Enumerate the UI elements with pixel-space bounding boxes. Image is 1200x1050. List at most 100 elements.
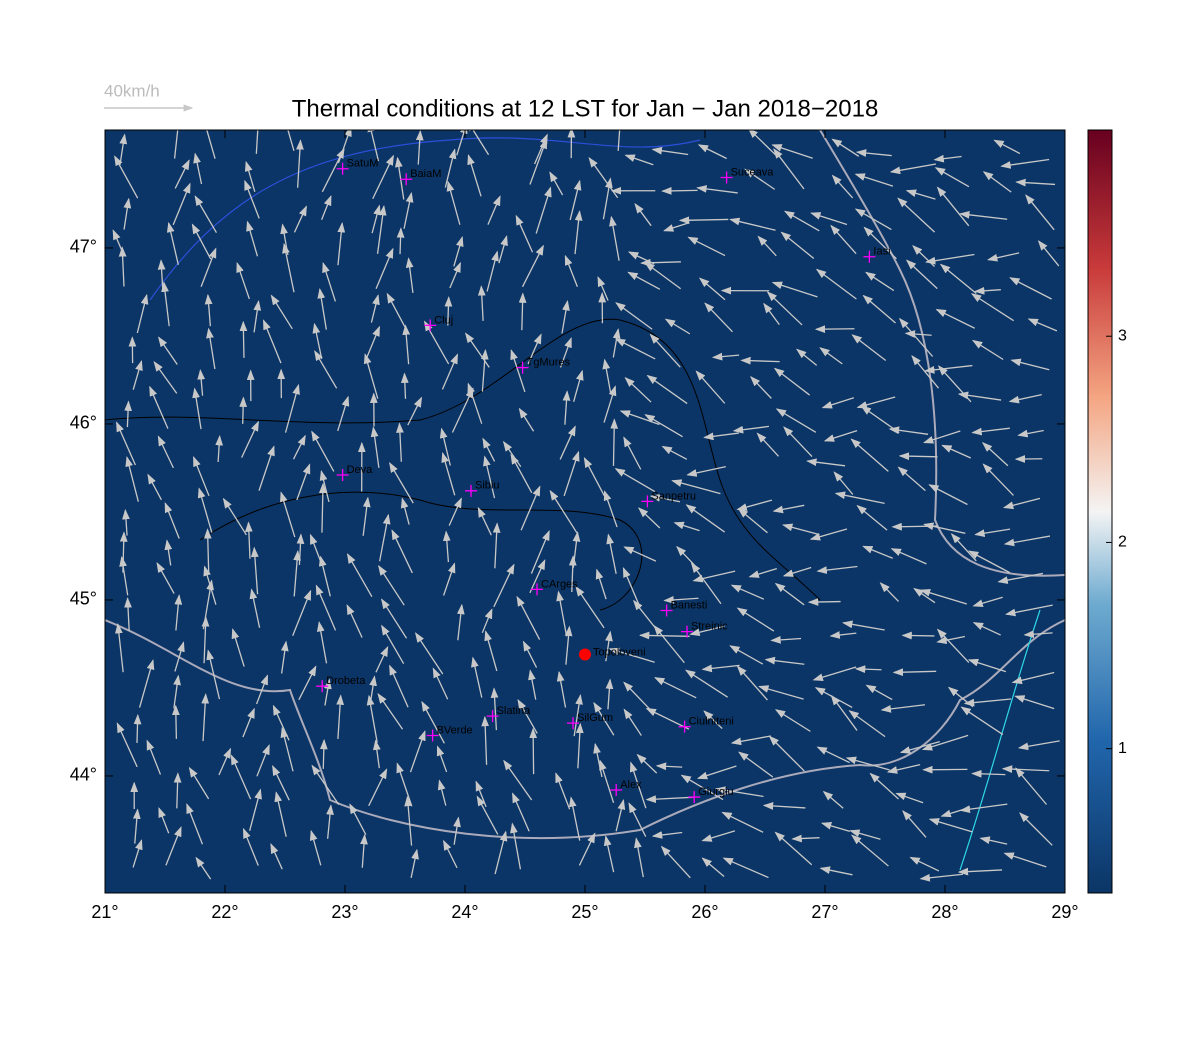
y-tick-label: 47° [70, 237, 97, 257]
wind-arrow [442, 562, 456, 596]
wind-arrow [972, 339, 1004, 361]
wind-arrow [516, 595, 541, 640]
wind-arrow [981, 442, 1009, 467]
wind-arrow [132, 808, 141, 844]
wind-arrow [806, 458, 846, 467]
wind-arrow [919, 588, 968, 605]
wind-arrow [595, 568, 607, 600]
wind-scale-label: 40km/h [104, 81, 160, 100]
wind-arrow [242, 707, 255, 738]
wind-arrow [638, 631, 690, 640]
wind-arrow [492, 522, 501, 569]
wind-arrow [1025, 194, 1055, 231]
wind-arrow [888, 426, 929, 435]
station-marker [316, 680, 329, 693]
wind-arrow [661, 186, 698, 195]
wind-arrow [246, 220, 259, 257]
wind-arrow [564, 625, 573, 665]
wind-arrow [1017, 740, 1060, 751]
wind-arrow [774, 582, 805, 606]
wind-arrow [441, 353, 459, 390]
wind-arrow [493, 563, 515, 608]
wind-arrow [114, 155, 139, 199]
wind-arrow [287, 130, 295, 152]
wind-arrow [780, 231, 815, 260]
wind-arrow [400, 372, 409, 399]
wind-arrow [132, 359, 143, 390]
wind-arrow [315, 584, 337, 631]
wind-arrow [195, 856, 212, 880]
wind-arrow [979, 836, 1008, 845]
wind-arrow [1023, 630, 1053, 639]
wind-arrow [482, 437, 496, 462]
wind-arrow [206, 649, 221, 700]
wind-arrow [729, 217, 776, 231]
wind-arrow [578, 832, 596, 866]
station-label: CArges [541, 578, 578, 590]
wind-arrow [957, 391, 1002, 401]
wind-arrow [481, 608, 493, 634]
wind-arrow [494, 830, 508, 875]
wind-arrow [149, 385, 169, 429]
contour [105, 318, 821, 601]
wind-arrow [156, 562, 175, 594]
wind-arrow [244, 521, 253, 559]
wind-arrow [646, 374, 688, 405]
wind-arrow [381, 624, 405, 665]
wind-arrow [564, 254, 578, 287]
wind-arrow [982, 171, 1012, 193]
wind-arrow [603, 835, 615, 873]
wind-arrow [136, 293, 149, 334]
wind-arrow [796, 348, 818, 366]
wind-arrow [402, 324, 411, 365]
wind-arrow [171, 704, 180, 739]
wind-arrow [704, 302, 733, 333]
wind-arrow [371, 204, 381, 234]
wind-arrow [133, 713, 142, 743]
wind-arrow [255, 130, 259, 154]
wind-arrow [262, 319, 282, 364]
wind-arrow [924, 364, 973, 374]
wind-arrow [819, 866, 853, 876]
wind-arrow [615, 302, 653, 330]
wind-arrow [821, 397, 855, 409]
wind-arrow [934, 167, 970, 188]
wind-arrow [323, 678, 332, 706]
wind-arrow [923, 430, 961, 444]
wind-arrow [360, 833, 368, 868]
wind-arrow [471, 656, 483, 698]
x-tick-label: 27° [811, 902, 838, 922]
wind-arrow [757, 235, 777, 257]
wind-arrow [118, 246, 127, 287]
wind-arrow [158, 806, 170, 834]
wind-arrow [527, 333, 542, 365]
wind-arrow [771, 281, 818, 298]
wind-arrow [115, 623, 124, 673]
wind-arrow [255, 674, 269, 705]
wind-arrow [453, 236, 464, 267]
wind-arrow [116, 722, 138, 768]
wind-arrow [409, 730, 426, 773]
station-label: SilGum [577, 712, 613, 724]
wind-arrow [928, 484, 968, 506]
wind-arrow [164, 539, 173, 566]
wind-arrow [336, 694, 345, 739]
wind-arrow [923, 522, 966, 534]
wind-arrow [522, 640, 538, 668]
station-marker [610, 784, 623, 797]
station-marker [678, 720, 691, 733]
wind-arrow [368, 768, 388, 807]
danube [105, 619, 1065, 840]
wind-arrow [638, 507, 661, 529]
wind-arrow [370, 426, 380, 468]
wind-arrow [1037, 240, 1060, 267]
wind-arrow [819, 347, 843, 365]
wind-arrow [722, 857, 769, 879]
wind-arrow [403, 191, 414, 229]
wind-arrow [974, 528, 1011, 538]
wind-arrow [809, 528, 848, 541]
wind-arrow [879, 582, 900, 602]
wind-arrow [529, 138, 548, 185]
wind-arrow [736, 607, 775, 632]
wind-arrow [270, 294, 293, 330]
